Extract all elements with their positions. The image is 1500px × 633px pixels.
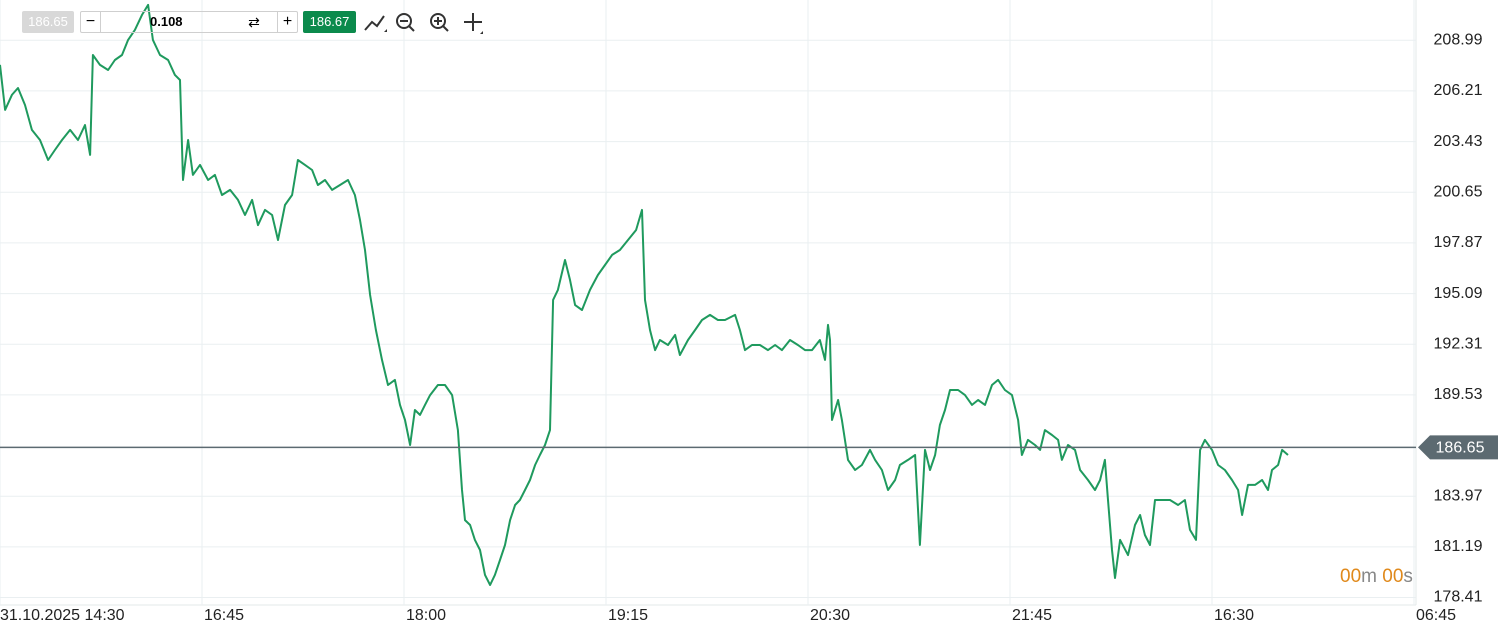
quantity-input[interactable]: 0.108 xyxy=(150,14,183,29)
decrease-button[interactable]: − xyxy=(81,11,101,33)
x-tick-label: 18:00 xyxy=(406,607,446,624)
y-tick-label: 189.53 xyxy=(1434,386,1483,403)
y-tick-label: 200.65 xyxy=(1434,183,1483,200)
x-tick-label: 16:45 xyxy=(204,607,244,624)
x-tick-label: 31.10.2025 14:30 xyxy=(0,607,125,624)
current-price-tag xyxy=(1418,435,1498,460)
quantity-box xyxy=(80,11,298,33)
pan-button[interactable] xyxy=(464,13,483,34)
candle-timer: 00m 00s xyxy=(1340,566,1413,588)
y-tick-label: 178.41 xyxy=(1434,589,1483,606)
y-tick-label: 192.31 xyxy=(1434,335,1483,352)
timer-seconds: 00 xyxy=(1382,566,1404,587)
zoom-in-button[interactable] xyxy=(430,13,449,32)
price-line xyxy=(0,3,1289,586)
y-tick-label: 208.99 xyxy=(1434,31,1483,48)
y-tick-label: 195.09 xyxy=(1434,285,1483,302)
y-tick-label: 203.43 xyxy=(1434,133,1483,150)
y-tick-label: 183.97 xyxy=(1434,487,1483,504)
y-tick-label: 181.19 xyxy=(1434,538,1483,555)
x-tick-label: 21:45 xyxy=(1012,607,1052,624)
y-tick-label: 206.21 xyxy=(1434,82,1483,99)
x-tick-label: 16:30 xyxy=(1214,607,1254,624)
timer-seconds-unit: s xyxy=(1403,566,1413,587)
zoom-out-button[interactable] xyxy=(396,13,415,32)
current-price-label: 186.65 xyxy=(1436,440,1485,457)
timer-minutes-unit: m xyxy=(1361,566,1377,587)
increase-button[interactable]: + xyxy=(277,11,297,33)
ask-price[interactable]: 186.67 xyxy=(303,11,356,33)
x-tick-label: 19:15 xyxy=(608,607,648,624)
y-tick-label: 197.87 xyxy=(1434,234,1483,251)
x-tick-label: 06:45 xyxy=(1416,607,1456,624)
swap-button[interactable]: ⇄ xyxy=(248,14,260,30)
bid-price[interactable]: 186.65 xyxy=(22,11,74,33)
chart-type-button[interactable] xyxy=(364,15,387,32)
x-tick-label: 20:30 xyxy=(810,607,850,624)
timer-minutes: 00 xyxy=(1340,566,1362,587)
toolbar-icons xyxy=(364,13,483,34)
